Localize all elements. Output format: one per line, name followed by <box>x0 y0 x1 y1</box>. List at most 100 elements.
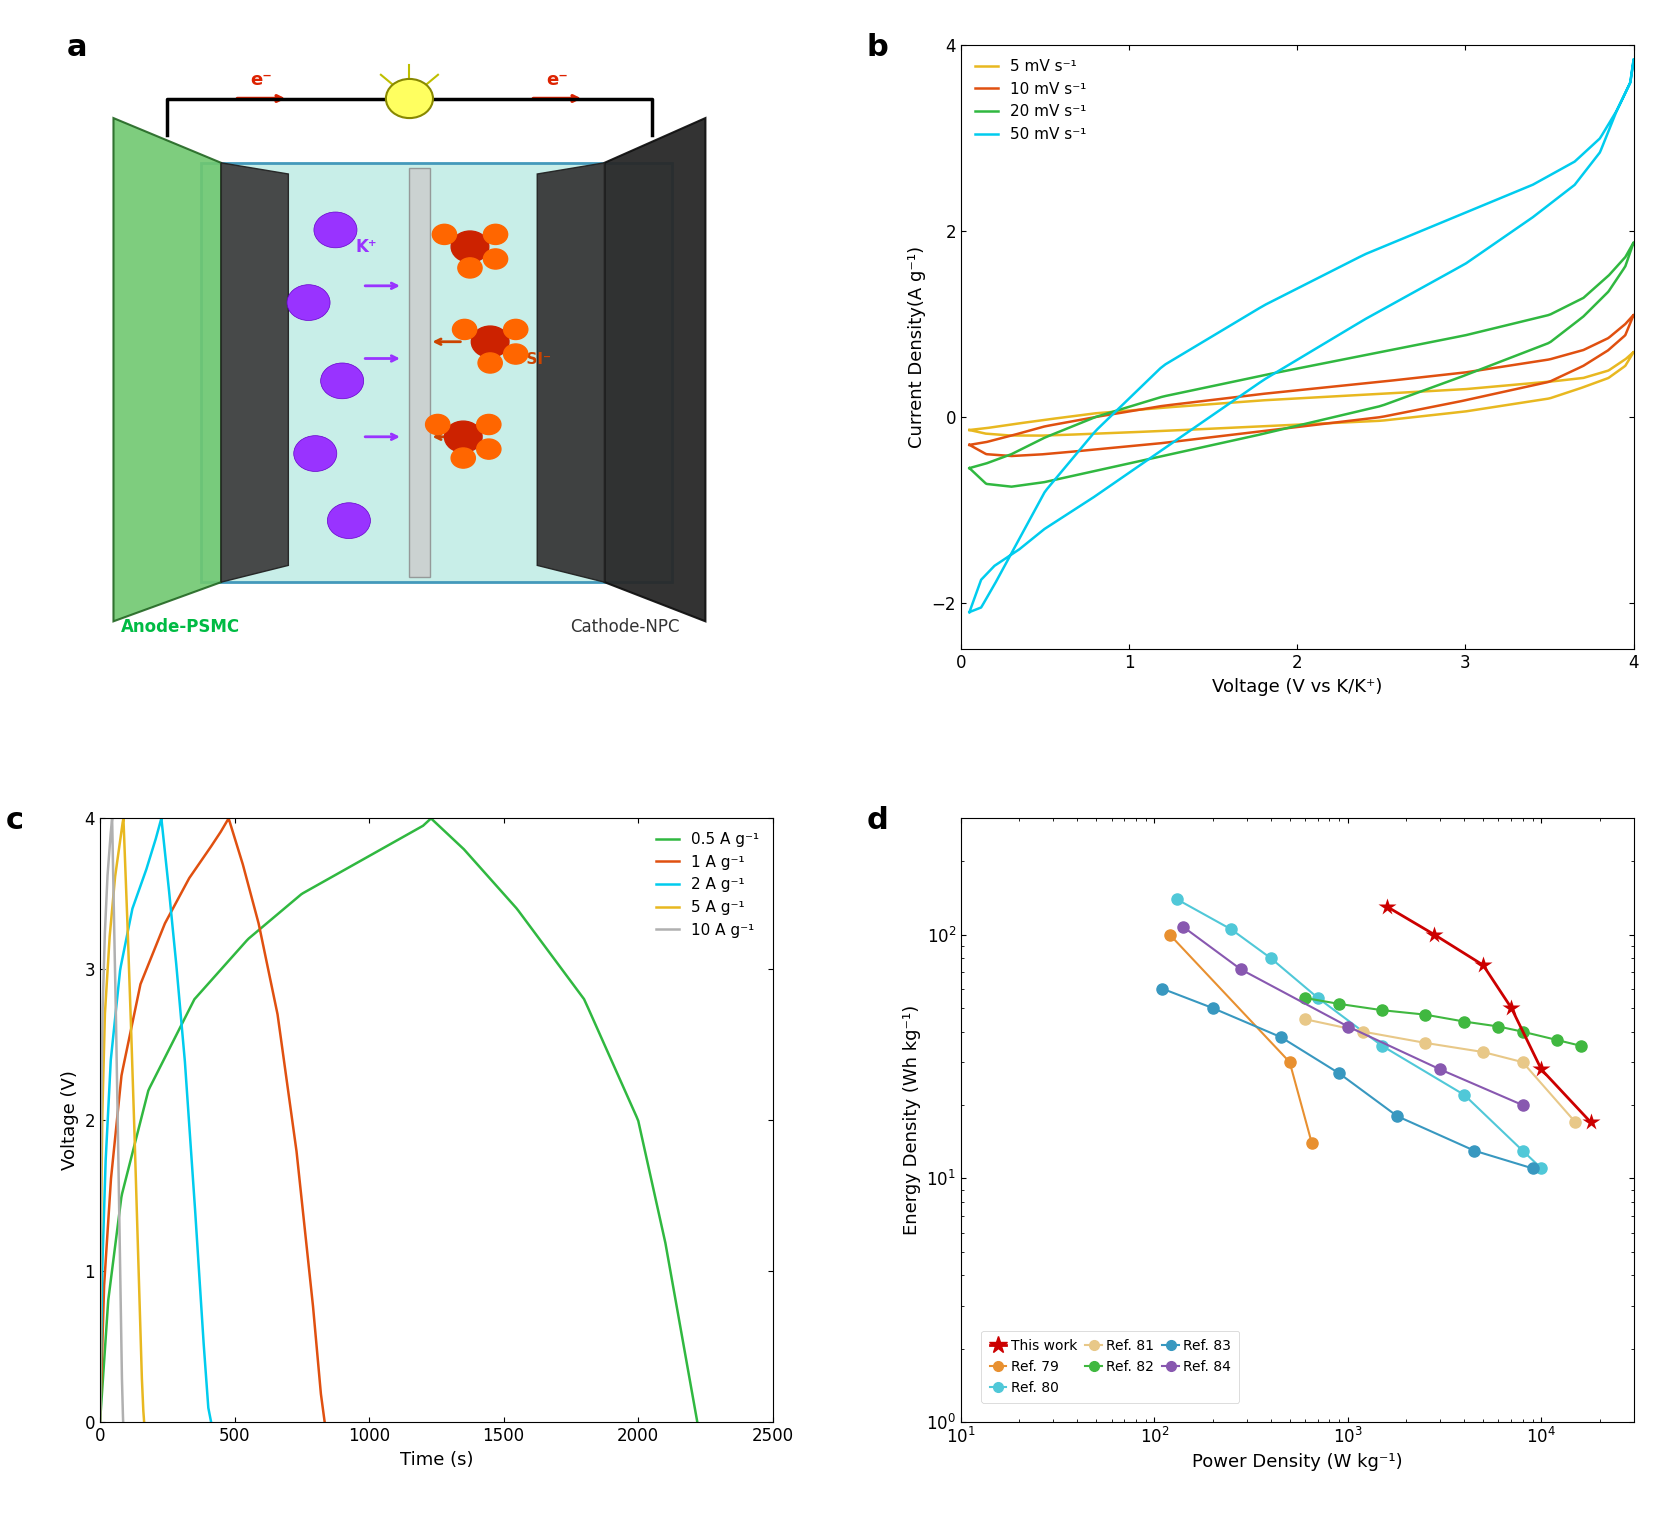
Text: K⁺: K⁺ <box>355 238 377 256</box>
10 mV s⁻¹ <box>969 440 989 458</box>
This work <box>1502 999 1522 1017</box>
Line: Ref. 83: Ref. 83 <box>1157 983 1539 1174</box>
Circle shape <box>385 79 433 118</box>
Ref. 83 <box>1522 1159 1542 1177</box>
Ref. 81 <box>1415 1033 1435 1052</box>
1 A g⁻¹ <box>315 1413 335 1431</box>
1 A g⁻¹ <box>282 1112 302 1130</box>
Polygon shape <box>222 163 288 583</box>
20 mV s⁻¹ <box>1619 250 1639 268</box>
10 mV s⁻¹ <box>1140 436 1160 454</box>
50 mV s⁻¹ <box>1620 70 1640 88</box>
Line: Ref. 79: Ref. 79 <box>1164 929 1317 1148</box>
10 A g⁻¹ <box>110 1250 130 1268</box>
X-axis label: Power Density (W kg⁻¹): Power Density (W kg⁻¹) <box>1192 1452 1402 1471</box>
Circle shape <box>320 363 363 399</box>
Polygon shape <box>537 163 605 583</box>
0.5 A g⁻¹ <box>422 809 442 828</box>
0.5 A g⁻¹ <box>403 822 423 840</box>
2 A g⁻¹ <box>200 1407 220 1425</box>
Circle shape <box>483 250 508 269</box>
Circle shape <box>477 439 500 458</box>
Ref. 83 <box>1202 999 1222 1017</box>
50 mV s⁻¹ <box>960 604 980 622</box>
Ref. 84 <box>1339 1017 1359 1035</box>
Text: d: d <box>867 806 889 835</box>
0.5 A g⁻¹ <box>683 1389 703 1407</box>
Ref. 83 <box>1270 1027 1290 1045</box>
Legend: This work, Ref. 79, Ref. 80, Ref. 81, Ref. 82, Ref. 83, Ref. 84: This work, Ref. 79, Ref. 80, Ref. 81, Re… <box>982 1330 1240 1403</box>
5 A g⁻¹ <box>113 812 133 831</box>
Ref. 81 <box>1295 1011 1315 1029</box>
5 mV s⁻¹ <box>1034 427 1054 445</box>
5 mV s⁻¹ <box>1624 343 1644 362</box>
50 mV s⁻¹ <box>1622 56 1642 74</box>
50 mV s⁻¹ <box>967 581 987 599</box>
Line: 2 A g⁻¹: 2 A g⁻¹ <box>100 819 212 1422</box>
20 mV s⁻¹ <box>1624 233 1644 251</box>
0.5 A g⁻¹ <box>617 1086 637 1104</box>
Text: Cathode-NPC: Cathode-NPC <box>570 619 680 637</box>
Line: Ref. 82: Ref. 82 <box>1300 993 1587 1052</box>
X-axis label: Time (s): Time (s) <box>400 1451 473 1469</box>
5 mV s⁻¹ <box>1622 343 1642 362</box>
5 mV s⁻¹ <box>1140 422 1160 440</box>
Circle shape <box>432 224 457 245</box>
Circle shape <box>425 415 450 434</box>
Ref. 82 <box>1415 1006 1435 1024</box>
20 mV s⁻¹ <box>960 458 980 477</box>
20 mV s⁻¹ <box>1622 236 1642 254</box>
2 A g⁻¹ <box>152 809 172 828</box>
10 mV s⁻¹ <box>960 436 980 454</box>
20 mV s⁻¹ <box>1002 478 1022 496</box>
Ref. 80 <box>1222 920 1242 938</box>
Ref. 81 <box>1354 1023 1374 1041</box>
10 A g⁻¹ <box>113 1407 133 1425</box>
Ref. 83 <box>1464 1142 1484 1160</box>
10 mV s⁻¹ <box>1002 446 1022 464</box>
20 mV s⁻¹ <box>960 458 980 477</box>
20 mV s⁻¹ <box>1595 286 1615 304</box>
2 A g⁻¹ <box>90 1413 110 1431</box>
1 A g⁻¹ <box>213 820 233 838</box>
5 mV s⁻¹ <box>960 421 980 439</box>
10 mV s⁻¹ <box>1624 306 1644 324</box>
Ref. 80 <box>1260 949 1280 967</box>
5 mV s⁻¹ <box>969 424 989 442</box>
2 A g⁻¹ <box>150 816 170 834</box>
Ref. 84 <box>1230 961 1250 979</box>
Line: Ref. 81: Ref. 81 <box>1300 1014 1580 1127</box>
Circle shape <box>313 212 357 248</box>
5 A g⁻¹ <box>128 1250 148 1268</box>
Line: Ref. 80: Ref. 80 <box>1170 894 1547 1174</box>
10 A g⁻¹ <box>90 1413 110 1431</box>
This work <box>1424 926 1444 944</box>
50 mV s⁻¹ <box>1122 463 1142 481</box>
Ref. 82 <box>1454 1012 1474 1030</box>
1 A g⁻¹ <box>90 1413 110 1431</box>
Circle shape <box>452 319 477 339</box>
20 mV s⁻¹ <box>1624 233 1644 251</box>
10 A g⁻¹ <box>113 1413 133 1431</box>
Circle shape <box>445 421 482 452</box>
Ref. 82 <box>1570 1036 1590 1055</box>
5 A g⁻¹ <box>113 809 133 828</box>
5 mV s⁻¹ <box>960 421 980 439</box>
Circle shape <box>472 327 508 357</box>
5 A g⁻¹ <box>113 811 133 829</box>
10 A g⁻¹ <box>102 812 122 831</box>
1 A g⁻¹ <box>213 819 233 837</box>
Line: 5 mV s⁻¹: 5 mV s⁻¹ <box>970 353 1634 436</box>
5 mV s⁻¹ <box>1619 353 1639 371</box>
50 mV s⁻¹ <box>1624 53 1644 71</box>
Line: Ref. 84: Ref. 84 <box>1177 921 1529 1111</box>
2 A g⁻¹ <box>152 819 172 837</box>
0.5 A g⁻¹ <box>418 811 438 829</box>
Line: This work: This work <box>1379 897 1600 1132</box>
Ref. 83 <box>1152 979 1172 997</box>
Ref. 80 <box>1532 1159 1552 1177</box>
Circle shape <box>477 415 500 434</box>
5 A g⁻¹ <box>133 1413 153 1431</box>
2 A g⁻¹ <box>152 809 172 828</box>
10 A g⁻¹ <box>102 811 122 829</box>
